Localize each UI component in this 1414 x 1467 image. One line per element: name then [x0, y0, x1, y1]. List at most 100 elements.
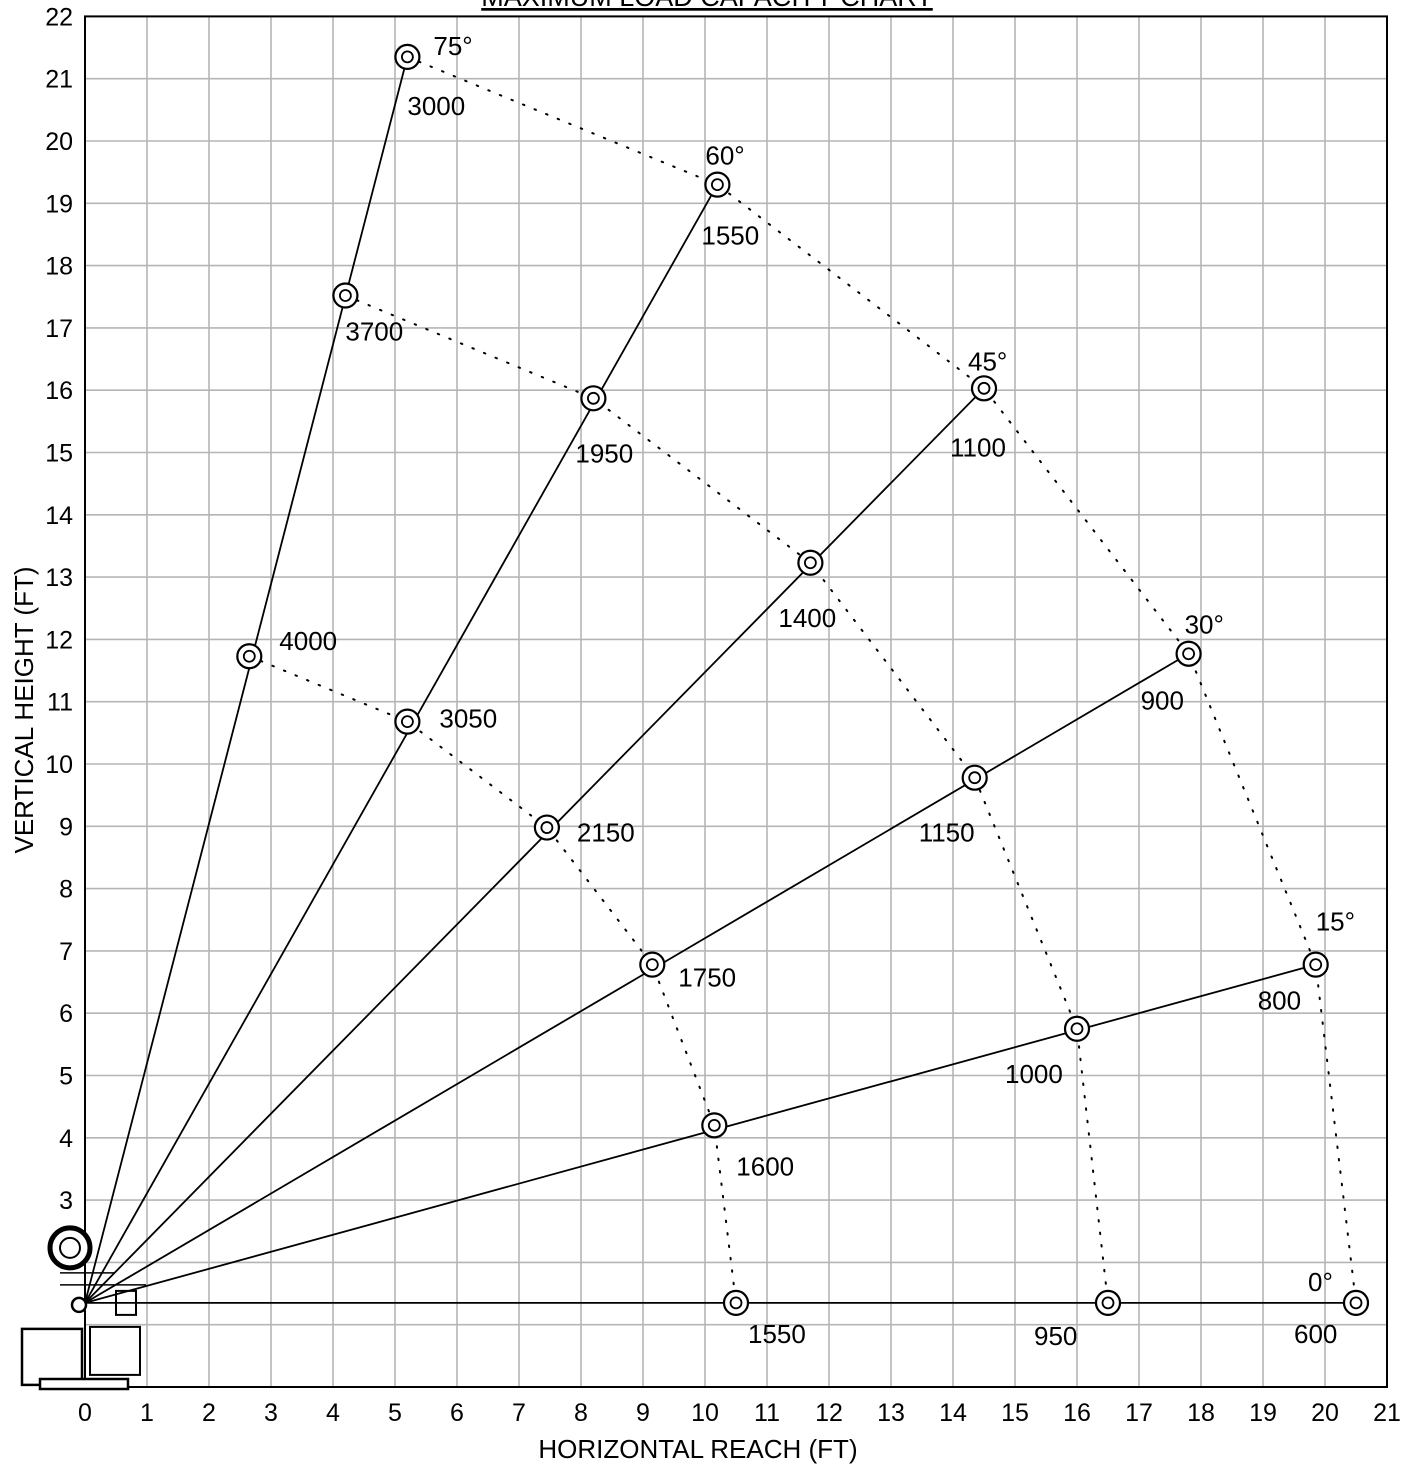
y-tick-label: 18	[45, 253, 73, 281]
y-tick-label: 15	[45, 440, 73, 468]
load-point-inner	[804, 556, 817, 570]
load-point-outer	[1175, 640, 1202, 667]
load-point-inner	[1309, 958, 1323, 972]
load-point-outer	[797, 549, 824, 576]
boom-angle-label: 0°	[1308, 1267, 1333, 1297]
load-point-inner	[1182, 647, 1195, 661]
y-tick-label: 11	[47, 689, 73, 717]
x-axis-title: HORIZONTAL REACH (FT)	[538, 1434, 857, 1464]
x-tick-label: 11	[754, 1399, 780, 1427]
load-point-outer	[970, 375, 998, 402]
load-point-inner	[400, 715, 414, 729]
load-point-inner	[711, 178, 724, 192]
boom-line	[84, 184, 719, 1304]
load-capacity-label: 1400	[778, 603, 836, 633]
crane-valve-block	[89, 1325, 141, 1376]
boom-line	[84, 652, 1190, 1304]
x-tick-label: 17	[1125, 1399, 1153, 1427]
load-labels: 4000 3700 3000 3050 1950 1550 2150 1400 1100 1750…	[279, 91, 1337, 1351]
load-point-inner	[1101, 1296, 1115, 1310]
crane-motor-housing	[20, 1327, 84, 1387]
x-tick-label: 5	[388, 1399, 402, 1427]
x-tick-label: 18	[1187, 1399, 1215, 1427]
y-tick-label: 17	[45, 315, 73, 343]
capacity-curve	[406, 55, 1357, 1304]
x-tick-label: 12	[815, 1399, 843, 1427]
load-point-inner	[968, 771, 982, 785]
load-capacity-label: 1950	[575, 438, 633, 468]
y-tick-label: 19	[45, 190, 73, 218]
load-capacity-label: 900	[1141, 686, 1184, 716]
y-tick-label: 10	[45, 751, 73, 779]
load-capacity-label: 600	[1294, 1319, 1337, 1349]
crane-hose-reel-hub	[59, 1236, 81, 1259]
load-point-inner	[977, 381, 991, 395]
load-point-outer	[394, 43, 421, 70]
load-point-outer	[394, 708, 421, 735]
x-tick-label: 19	[1249, 1399, 1277, 1427]
x-tick-label: 21	[1373, 1399, 1401, 1427]
load-point-outer	[722, 1289, 750, 1316]
load-point-inner	[645, 958, 659, 972]
load-point-inner	[540, 821, 554, 834]
x-tick-label: 1	[140, 1399, 154, 1427]
load-point-outer	[332, 282, 359, 309]
capacity-curves	[248, 55, 1357, 1304]
x-tick-label: 8	[574, 1399, 588, 1427]
x-tick-label: 7	[512, 1399, 526, 1427]
load-point-inner	[587, 391, 600, 405]
crane-pivot-pin	[70, 1296, 88, 1314]
load-point-inner	[707, 1118, 721, 1132]
boom-angle-label: 75°	[433, 31, 472, 61]
x-tick-label: 13	[877, 1399, 905, 1427]
x-tick-label: 6	[450, 1399, 464, 1427]
load-point-inner	[729, 1296, 743, 1310]
y-tick-label: 22	[45, 3, 73, 31]
crane-base-illustration	[20, 1225, 146, 1391]
y-tick-label: 5	[59, 1063, 73, 1091]
x-tick-label: 16	[1063, 1399, 1091, 1427]
boom-line	[84, 963, 1316, 1304]
x-tick-label: 10	[691, 1399, 719, 1427]
load-point-outer	[639, 951, 666, 978]
load-capacity-label: 950	[1034, 1321, 1077, 1351]
load-capacity-label: 3000	[407, 91, 465, 121]
y-tick-label: 13	[45, 564, 73, 592]
y-tick-label: 3	[59, 1187, 73, 1215]
y-tick-label: 16	[45, 377, 73, 405]
boom-angle-label: 45°	[968, 346, 1007, 376]
plot-border	[84, 15, 1388, 1388]
load-point-outer	[1342, 1289, 1370, 1316]
load-capacity-label: 1150	[919, 818, 975, 848]
load-points	[236, 43, 1370, 1316]
load-capacity-label: 1600	[736, 1151, 794, 1181]
y-tick-label: 4	[59, 1125, 73, 1153]
load-capacity-label: 1550	[701, 221, 759, 251]
x-tick-label: 4	[326, 1399, 340, 1427]
boom-line	[84, 56, 409, 1304]
y-tick-label: 12	[45, 626, 73, 654]
load-capacity-label: 1750	[678, 963, 736, 993]
y-tick-label: 6	[59, 1000, 73, 1028]
boom-angle-label: 60°	[705, 141, 744, 171]
x-tick-label: 0	[78, 1399, 92, 1427]
y-tick-label: 9	[59, 813, 73, 841]
y-tick-label: 8	[59, 876, 73, 904]
y-tick-label: 21	[45, 66, 73, 94]
x-tick-label: 15	[1001, 1399, 1029, 1427]
load-capacity-label: 3700	[345, 317, 403, 347]
load-capacity-label: 3050	[439, 704, 497, 734]
chart-title: MAXIMUM LOAD CAPACITY CHART	[481, 0, 933, 12]
y-tick-label: 20	[45, 128, 73, 156]
load-point-outer	[961, 764, 988, 791]
load-point-inner	[338, 289, 352, 302]
load-point-outer	[236, 643, 263, 670]
y-tick-label: 14	[45, 502, 73, 530]
chart-grid	[85, 16, 1387, 1387]
load-point-outer	[704, 171, 731, 198]
load-point-outer	[701, 1112, 728, 1139]
load-capacity-label: 800	[1258, 986, 1301, 1016]
boom-line	[84, 387, 985, 1304]
load-capacity-label: 2150	[577, 818, 635, 848]
x-tick-label: 3	[264, 1399, 278, 1427]
